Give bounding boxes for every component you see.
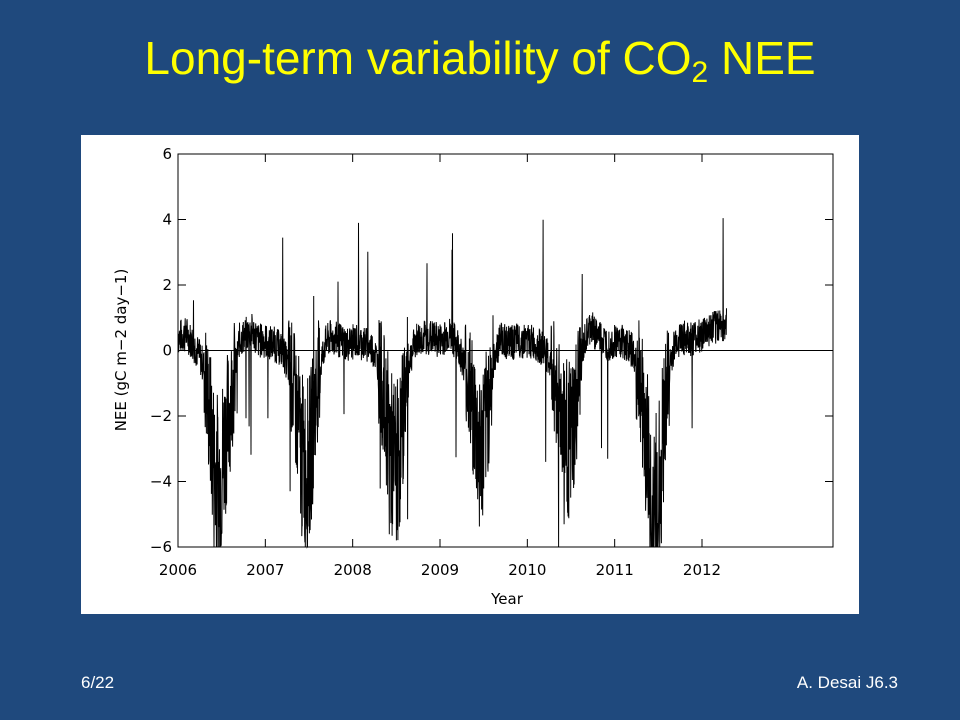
slide-title: Long-term variability of CO2 NEE — [0, 28, 960, 88]
x-tick-label: 2011 — [596, 561, 634, 579]
y-tick-label: 4 — [162, 211, 172, 229]
title-main: Long-term variability of CO — [144, 32, 692, 84]
x-tick-label: 2009 — [421, 561, 459, 579]
author-reference: A. Desai J6.3 — [796, 673, 898, 692]
x-axis-title: Year — [490, 590, 524, 608]
x-tick-label: 2008 — [334, 561, 372, 579]
y-tick-label: −4 — [150, 473, 172, 491]
title-subscript: 2 — [691, 56, 709, 89]
page-number: 6/22 — [81, 673, 115, 692]
y-axis-title: NEE (gC m−2 day−1) — [112, 269, 130, 432]
y-tick-label: 2 — [162, 276, 172, 294]
x-tick-label: 2012 — [683, 561, 721, 579]
title-end: NEE — [708, 32, 816, 84]
y-tick-label: −6 — [150, 538, 172, 556]
x-ticks: 2006 2007 2008 2009 2010 2011 2012 — [159, 154, 721, 579]
chart-panel: 6 4 2 0 −2 −4 −6 2006 2007 2008 2009 2010 2011 2012 … — [81, 135, 859, 614]
x-tick-label: 2010 — [508, 561, 546, 579]
y-tick-label: −2 — [150, 407, 172, 425]
y-ticks: 6 4 2 0 −2 −4 −6 — [150, 145, 833, 556]
x-tick-label: 2006 — [159, 561, 197, 579]
x-tick-label: 2007 — [246, 561, 284, 579]
y-tick-label: 6 — [162, 145, 172, 163]
nee-series-line — [177, 218, 727, 549]
y-tick-label: 0 — [162, 342, 172, 360]
